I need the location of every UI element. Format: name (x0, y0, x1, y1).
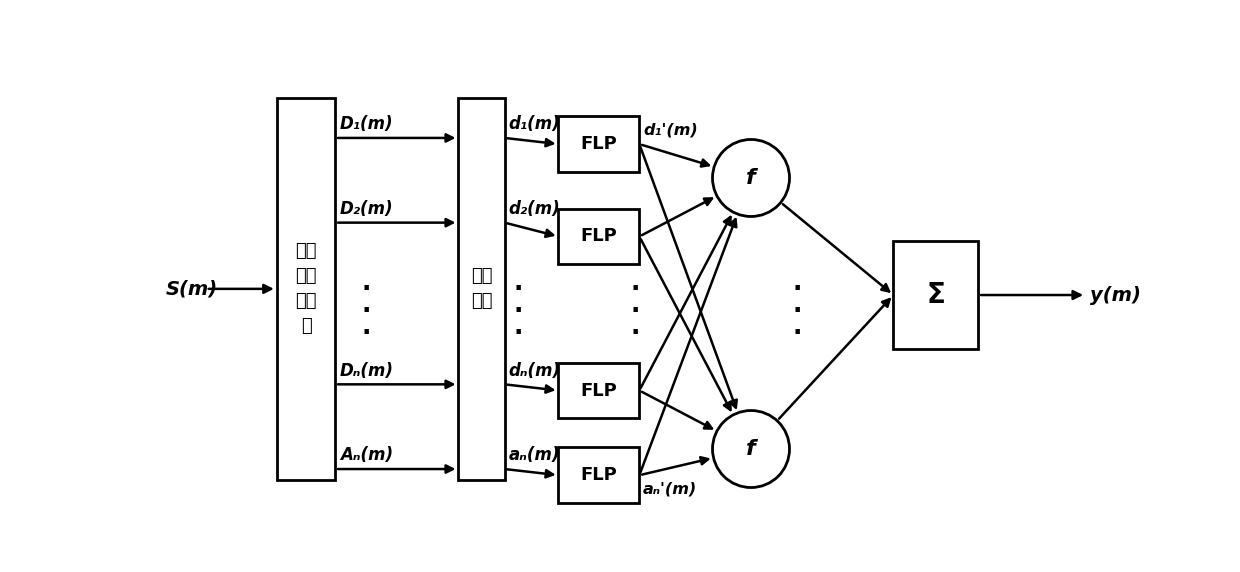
Text: FLP: FLP (580, 382, 618, 399)
Bar (558, 209, 640, 264)
Text: f: f (746, 439, 756, 459)
Bar (558, 447, 640, 503)
Text: Σ: Σ (926, 281, 945, 309)
Text: ·
·
·: · · · (792, 277, 802, 345)
Bar (894, 241, 978, 349)
Bar (459, 98, 505, 480)
Text: Aₙ(m): Aₙ(m) (340, 446, 393, 464)
Text: FLP: FLP (580, 135, 618, 153)
Text: d₁(m): d₁(m) (508, 116, 560, 133)
Text: dₙ(m): dₙ(m) (508, 362, 560, 380)
Text: Dₙ(m): Dₙ(m) (340, 362, 394, 380)
Text: d₂(m): d₂(m) (508, 200, 560, 218)
Text: aₙ(m): aₙ(m) (508, 446, 560, 464)
Text: D₂(m): D₂(m) (340, 200, 393, 218)
Text: aₙ'(m): aₙ'(m) (644, 482, 697, 496)
Text: D₁(m): D₁(m) (340, 116, 393, 133)
Bar (558, 363, 640, 418)
Text: ·
·
·: · · · (631, 277, 640, 345)
Text: d₁'(m): d₁'(m) (644, 123, 698, 138)
Text: FLP: FLP (580, 466, 618, 484)
Ellipse shape (713, 411, 790, 487)
Text: y(m): y(m) (1090, 285, 1141, 304)
Bar (278, 98, 335, 480)
Text: ·
·
·: · · · (361, 277, 371, 345)
Text: ·
·
·: · · · (513, 277, 523, 345)
Bar (558, 116, 640, 172)
Text: FLP: FLP (580, 228, 618, 245)
Text: 单层
重构: 单层 重构 (471, 267, 492, 311)
Text: 小波
多尺
度变
换: 小波 多尺 度变 换 (295, 243, 317, 335)
Text: f: f (746, 168, 756, 188)
Ellipse shape (713, 140, 790, 216)
Text: S(m): S(m) (166, 279, 218, 299)
